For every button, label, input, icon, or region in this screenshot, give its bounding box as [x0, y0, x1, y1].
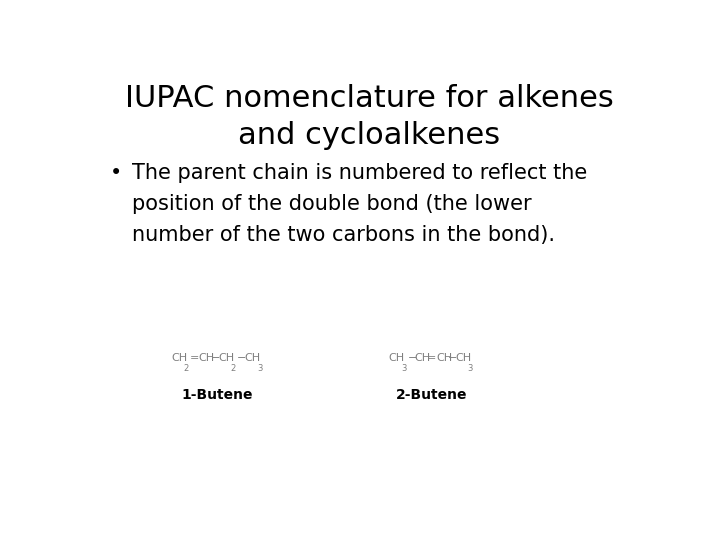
Text: 1-Butene: 1-Butene — [181, 388, 253, 402]
Text: 3: 3 — [257, 364, 262, 373]
Text: 3: 3 — [401, 364, 406, 373]
Text: =: = — [427, 353, 436, 363]
Text: 2: 2 — [230, 364, 236, 373]
Text: CH: CH — [218, 353, 235, 363]
Text: IUPAC nomenclature for alkenes: IUPAC nomenclature for alkenes — [125, 84, 613, 112]
Text: CH: CH — [171, 353, 187, 363]
Text: −: − — [408, 353, 417, 363]
Text: and cycloalkenes: and cycloalkenes — [238, 121, 500, 150]
Text: CH: CH — [199, 353, 215, 363]
Text: CH: CH — [436, 353, 452, 363]
Text: CH: CH — [389, 353, 405, 363]
Text: CH: CH — [245, 353, 261, 363]
Text: •: • — [109, 163, 122, 183]
Text: 2-Butene: 2-Butene — [396, 388, 467, 402]
Text: CH: CH — [456, 353, 472, 363]
Text: number of the two carbons in the bond).: number of the two carbons in the bond). — [132, 225, 555, 245]
Text: −: − — [238, 353, 247, 363]
Text: The parent chain is numbered to reflect the: The parent chain is numbered to reflect … — [132, 163, 587, 183]
Text: =: = — [190, 353, 199, 363]
Text: −: − — [449, 353, 458, 363]
Text: position of the double bond (the lower: position of the double bond (the lower — [132, 194, 531, 214]
Text: −: − — [211, 353, 220, 363]
Text: 2: 2 — [183, 364, 189, 373]
Text: CH: CH — [415, 353, 431, 363]
Text: 3: 3 — [468, 364, 473, 373]
